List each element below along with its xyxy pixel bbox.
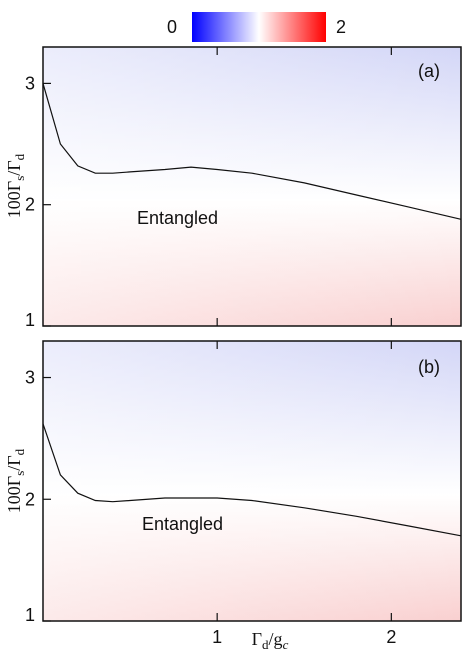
colorbar-gradient	[192, 12, 326, 42]
panel-a-ticks: 1 2 3	[25, 47, 392, 330]
panel-a-heatmap-shade	[43, 47, 461, 326]
panel-a-boundary-line	[42, 83, 462, 220]
colorbar-max-label: 2	[336, 17, 346, 37]
panel-a-frame	[42, 46, 462, 327]
x-axis-label: Γd/gc	[252, 629, 289, 652]
colorbar: 0 2	[167, 12, 346, 42]
panel-a-region-label: Entangled	[137, 208, 218, 228]
panel-b-region-label: Entangled	[142, 514, 223, 534]
panel-b-frame	[42, 340, 462, 622]
panel-a: 1 2 3 (a) Entangled 100Γs/Γd	[4, 46, 462, 330]
panel-b-ticks: 1 2 3 1 2	[25, 341, 396, 647]
panel-a-ytick-label: 1	[25, 310, 35, 330]
panel-b-heatmap-shade	[43, 341, 461, 621]
panel-b-ytick-label: 3	[25, 368, 35, 388]
colorbar-min-label: 0	[167, 17, 177, 37]
panel-a-ytick-label: 3	[25, 73, 35, 93]
panel-b-xtick-label: 1	[212, 627, 222, 647]
panel-b-label: (b)	[418, 357, 440, 377]
panel-a-ytick-label: 2	[25, 195, 35, 215]
panel-b-ytick-label: 1	[25, 605, 35, 625]
y-axis-label-a: 100Γs/Γd	[4, 153, 27, 218]
y-axis-label-b: 100Γs/Γd	[4, 448, 27, 513]
panel-b-xtick-label: 2	[386, 627, 396, 647]
panel-b: 1 2 3 1 2 (b) Entangled 100Γs/Γd	[4, 340, 462, 647]
panel-a-label: (a)	[418, 61, 440, 81]
panel-b-boundary-line	[42, 423, 462, 537]
panel-b-ytick-label: 2	[25, 489, 35, 509]
